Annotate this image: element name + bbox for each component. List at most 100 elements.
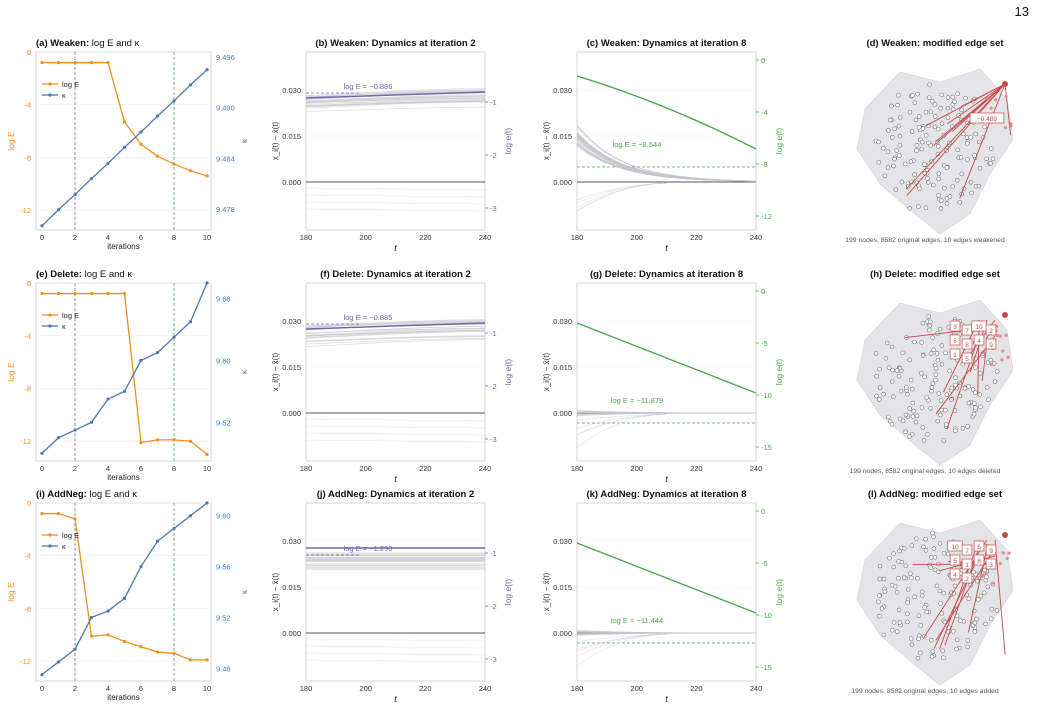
y-tick-label-left: -12 bbox=[20, 657, 31, 666]
y-tick-label-right: -3 bbox=[490, 204, 497, 213]
legend-marker bbox=[48, 533, 52, 537]
network-node bbox=[877, 397, 882, 402]
trajectory-trace bbox=[305, 187, 486, 191]
log-e-annotation: log E = −0.886 bbox=[344, 82, 393, 91]
network-edge-mass bbox=[856, 68, 1014, 235]
network-node bbox=[928, 406, 933, 411]
modified-edge bbox=[959, 83, 1006, 199]
network-node bbox=[990, 156, 996, 162]
data-point bbox=[106, 397, 110, 401]
network-node bbox=[972, 620, 978, 626]
network-node bbox=[910, 93, 915, 98]
network-node bbox=[994, 608, 1000, 613]
data-point bbox=[188, 514, 193, 518]
network-node bbox=[891, 551, 896, 556]
y-tick-label-left: 0.030 bbox=[553, 317, 572, 326]
y-tick-label-right: -2 bbox=[490, 382, 497, 391]
network-node bbox=[909, 129, 915, 134]
data-point bbox=[73, 428, 77, 432]
network-node bbox=[896, 575, 901, 581]
error-curve bbox=[305, 91, 486, 99]
trajectory-trace bbox=[576, 633, 668, 650]
network-node bbox=[976, 183, 982, 189]
x-axis-label: t bbox=[665, 474, 668, 484]
panel-title: (a) Weaken: log E and κ bbox=[36, 38, 140, 49]
y-axis-label-left: log E bbox=[6, 582, 16, 602]
network-node bbox=[877, 366, 882, 372]
plot-frame bbox=[576, 51, 757, 231]
network-node bbox=[951, 629, 956, 634]
edge-label-box bbox=[985, 558, 997, 570]
x-axis-label: t bbox=[394, 243, 397, 253]
log-e-annotation: log E = −11.444 bbox=[611, 616, 663, 625]
network-node bbox=[939, 343, 945, 348]
edge-label-box bbox=[973, 554, 985, 566]
network-node bbox=[928, 319, 933, 325]
trajectory-trace bbox=[305, 101, 486, 109]
trajectory-trace bbox=[305, 319, 486, 328]
edge-label: 9 bbox=[989, 342, 993, 349]
data-point bbox=[155, 438, 160, 442]
network-node bbox=[908, 636, 914, 641]
network-node bbox=[965, 424, 970, 429]
panel-title-suffix: log E and κ bbox=[89, 38, 139, 49]
hub-node bbox=[1002, 81, 1008, 87]
network-node bbox=[976, 139, 982, 145]
y-tick-label-right: -1 bbox=[490, 329, 497, 338]
network-node bbox=[934, 583, 940, 589]
y-tick-label-left: 0.015 bbox=[282, 363, 301, 372]
x-tick-label: 240 bbox=[750, 684, 763, 693]
x-tick-label: 4 bbox=[106, 684, 110, 693]
edge-label: 10 bbox=[975, 324, 983, 331]
edge-label: 5 bbox=[965, 356, 969, 363]
data-point bbox=[40, 451, 44, 455]
network-node bbox=[978, 404, 983, 410]
plot-frame bbox=[35, 502, 212, 682]
data-point bbox=[122, 389, 127, 393]
x-tick-label: 180 bbox=[571, 233, 584, 242]
network-node bbox=[985, 584, 991, 590]
modified-edge bbox=[946, 335, 980, 430]
network-node bbox=[914, 143, 920, 148]
y-tick-label-left: 0.000 bbox=[553, 409, 572, 418]
plot-frame bbox=[305, 51, 486, 231]
network-node bbox=[932, 102, 938, 107]
trajectory-trace bbox=[576, 126, 757, 182]
network-node bbox=[877, 593, 882, 598]
network-node bbox=[874, 393, 879, 399]
network-node bbox=[879, 606, 885, 611]
data-point bbox=[205, 281, 209, 285]
data-point bbox=[172, 526, 176, 531]
panel-b: (b) Weaken: Dynamics at iteration 2 0.030… bbox=[271, 38, 513, 253]
network-node bbox=[914, 413, 920, 419]
y-tick-label-right: 9.496 bbox=[216, 53, 235, 62]
data-point bbox=[155, 539, 160, 543]
network-node bbox=[925, 176, 930, 181]
edge-label-box bbox=[949, 334, 961, 346]
x-axis-label: iterations bbox=[107, 473, 139, 482]
trajectory-trace bbox=[305, 339, 486, 348]
network-node bbox=[927, 327, 932, 333]
plot-frame bbox=[305, 502, 486, 682]
trajectory-trace bbox=[576, 135, 757, 182]
data-point bbox=[205, 658, 209, 662]
trajectory-trace bbox=[305, 106, 486, 113]
highlight-node bbox=[984, 572, 989, 576]
network-node bbox=[943, 407, 948, 413]
network-node bbox=[907, 109, 913, 115]
edge-label: 8 bbox=[965, 342, 969, 349]
network-node bbox=[943, 350, 948, 356]
log-e-annotation: log E = −11.879 bbox=[611, 396, 663, 405]
edge-label-box bbox=[961, 338, 973, 350]
edge-label: 4 bbox=[977, 338, 981, 345]
y-tick-label-right: 9.490 bbox=[216, 104, 235, 113]
modified-edge bbox=[905, 83, 1006, 190]
panel-caption: 199 nodes, 8582 original edges, 10 edges… bbox=[851, 688, 999, 695]
network-node bbox=[877, 385, 883, 390]
x-axis-label: iterations bbox=[107, 693, 139, 702]
edge-label-box bbox=[985, 544, 997, 556]
legend-marker bbox=[48, 544, 52, 548]
legend-marker bbox=[48, 93, 52, 97]
highlight-node bbox=[1004, 333, 1008, 337]
network-node bbox=[972, 401, 977, 406]
